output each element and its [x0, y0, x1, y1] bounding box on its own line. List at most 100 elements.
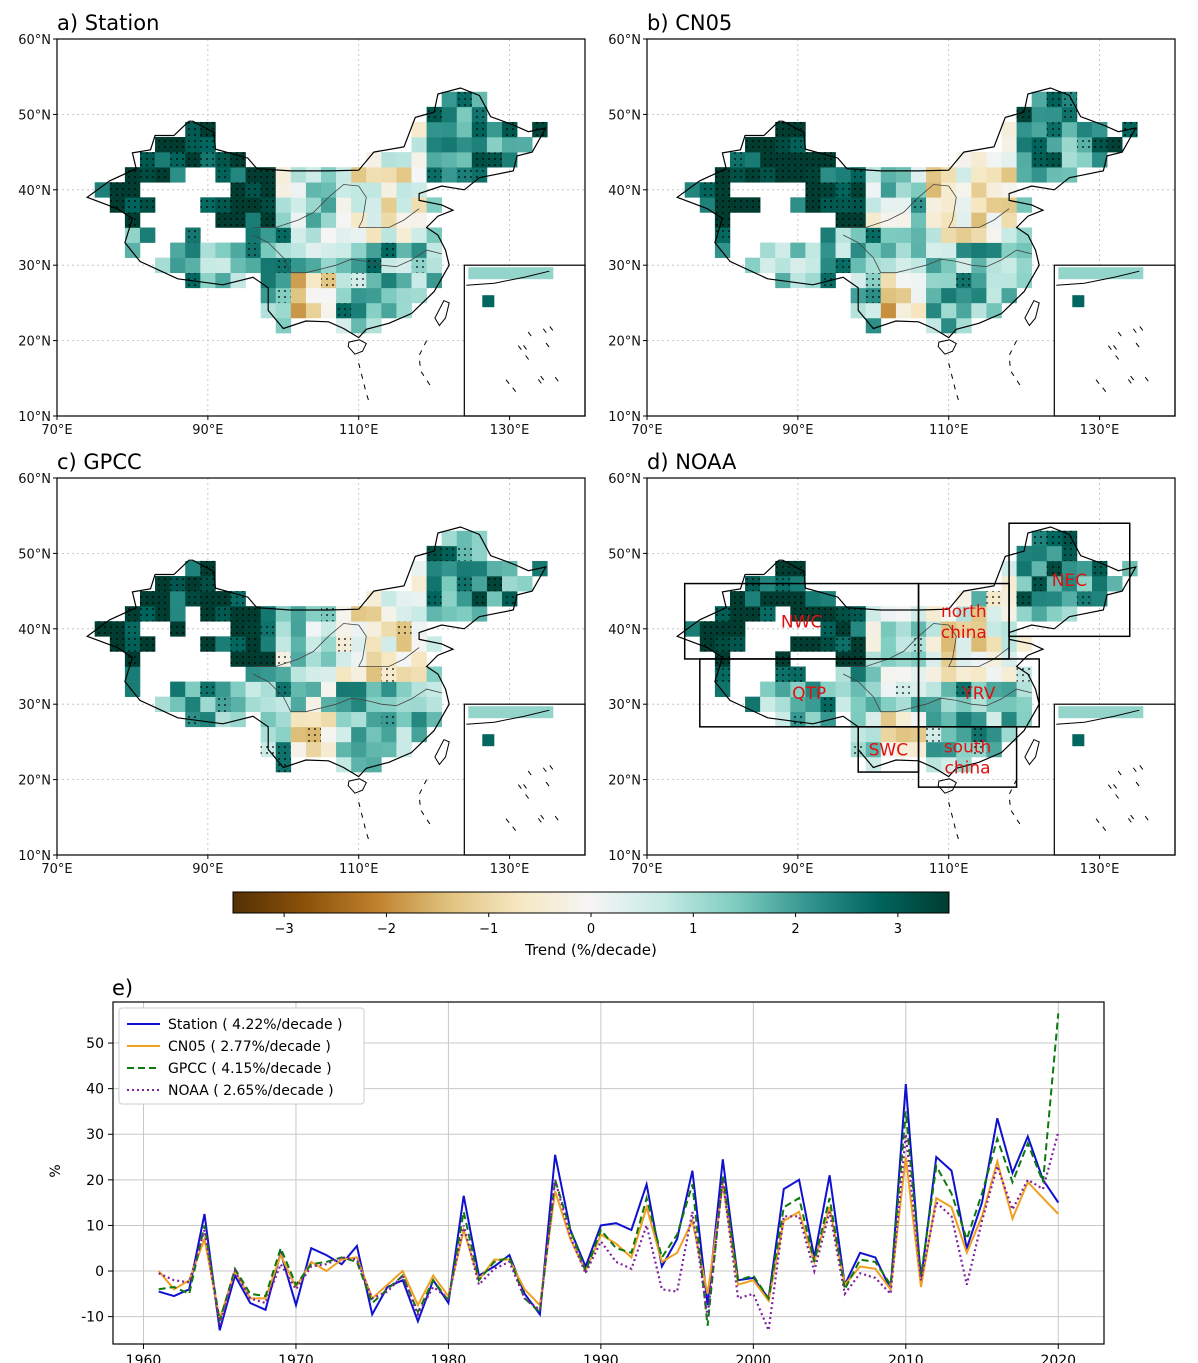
- trend-cell: [971, 242, 987, 258]
- trend-cell: [411, 621, 427, 637]
- map-frame: [646, 477, 1176, 856]
- trend-cell: [396, 272, 412, 289]
- trend-cell: [351, 696, 367, 713]
- significance-stipple: [200, 681, 216, 697]
- significance-stipple: [865, 287, 881, 303]
- trend-cell: [426, 121, 442, 138]
- trend-cell: [986, 302, 1002, 319]
- significance-stipple: [155, 167, 171, 183]
- significance-stipple: [170, 576, 186, 592]
- trend-cell: [200, 272, 216, 289]
- trend-cell: [305, 167, 322, 183]
- trend-cell: [471, 545, 488, 562]
- trend-cell: [456, 530, 473, 547]
- significance-stipple: [502, 591, 518, 607]
- significance-stipple: [170, 621, 186, 637]
- trend-cell: [865, 621, 882, 637]
- lat-tick-label: 40°N: [18, 623, 51, 638]
- island-outline: [347, 339, 367, 355]
- trend-cell: [880, 257, 897, 274]
- trend-cell: [290, 227, 307, 243]
- x-tick-label: 2000: [736, 1353, 772, 1363]
- trend-cell: [366, 152, 382, 168]
- lat-tick-label: 10°N: [608, 849, 641, 864]
- significance-stipple: [230, 621, 246, 637]
- trend-cell: [926, 242, 942, 258]
- country-boundary: [675, 87, 1137, 339]
- trend-cell: [366, 711, 382, 728]
- trend-cell: [911, 257, 927, 274]
- significance-stipple: [745, 137, 761, 153]
- trend-cell: [1076, 576, 1093, 592]
- significance-stipple: [155, 137, 171, 153]
- trend-cell: [1016, 606, 1032, 622]
- trend-cell: [865, 696, 882, 713]
- lat-tick-label: 20°N: [18, 774, 51, 789]
- significance-stipple: [699, 621, 715, 637]
- legend-entry: CN05 ( 2.77%/decade ): [168, 1039, 331, 1055]
- island-outline: [434, 738, 450, 766]
- country-boundary: [85, 526, 547, 778]
- legend-entry: NOAA ( 2.65%/decade ): [168, 1083, 334, 1099]
- trend-cell: [895, 711, 912, 728]
- trend-cell: [381, 621, 397, 637]
- trend-cell: [260, 606, 277, 622]
- trend-cell: [1001, 227, 1017, 243]
- trend-cell: [321, 242, 337, 258]
- significance-stipple: [94, 621, 110, 637]
- trend-cell: [941, 681, 957, 697]
- trend-cell: [745, 152, 761, 168]
- trend-cell: [790, 257, 806, 274]
- trend-cell: [820, 681, 836, 697]
- lon-tick-label: 110°E: [929, 862, 969, 877]
- significance-stipple: [155, 576, 171, 592]
- significance-stipple: [956, 681, 972, 697]
- significance-stipple: [1061, 545, 1077, 561]
- trend-cell: [321, 741, 337, 758]
- trend-cell: [275, 197, 292, 213]
- trend-cell: [426, 197, 442, 213]
- significance-stipple: [745, 167, 761, 183]
- trend-cell: [1016, 576, 1032, 592]
- trend-cell: [911, 287, 927, 304]
- south-china-sea-inset: [1053, 703, 1176, 856]
- region-label: china: [945, 758, 991, 778]
- trend-cell: [396, 287, 412, 304]
- trend-cell: [971, 167, 987, 183]
- trend-cell: [1061, 152, 1078, 168]
- trend-cell: [926, 756, 942, 773]
- significance-stipple: [441, 545, 457, 561]
- trend-cell: [1031, 106, 1048, 123]
- trend-cell: [956, 242, 972, 258]
- trend-cell: [835, 696, 851, 713]
- trend-cell: [1016, 242, 1032, 258]
- lat-tick-label: 60°N: [608, 472, 641, 487]
- series-line: [158, 1013, 1060, 1326]
- trend-cell: [1001, 212, 1017, 228]
- significance-stipple: [820, 696, 836, 712]
- trend-cell: [200, 257, 216, 274]
- trend-cell: [245, 212, 261, 228]
- trend-cell: [456, 591, 473, 607]
- trend-cell: [305, 272, 322, 289]
- trend-cell: [1046, 545, 1063, 562]
- trend-cell: [1031, 91, 1048, 108]
- trend-cell: [305, 666, 322, 682]
- trend-cell: [321, 212, 337, 228]
- trend-cell: [351, 636, 367, 652]
- trend-cell: [366, 302, 382, 319]
- trend-cell: [170, 257, 186, 274]
- trend-cell: [760, 242, 776, 258]
- trend-cell: [441, 91, 458, 108]
- significance-stipple: [1016, 666, 1032, 682]
- trend-cell: [1107, 576, 1123, 592]
- south-china-sea-inset: [463, 264, 586, 417]
- boundary-dashes: [948, 363, 961, 405]
- significance-stipple: [245, 606, 261, 622]
- colorbar-tick-label: 1: [689, 922, 697, 937]
- significance-stipple: [775, 666, 791, 682]
- trend-cell: [245, 257, 261, 274]
- trend-cell: [926, 681, 942, 697]
- trend-cell: [911, 242, 927, 258]
